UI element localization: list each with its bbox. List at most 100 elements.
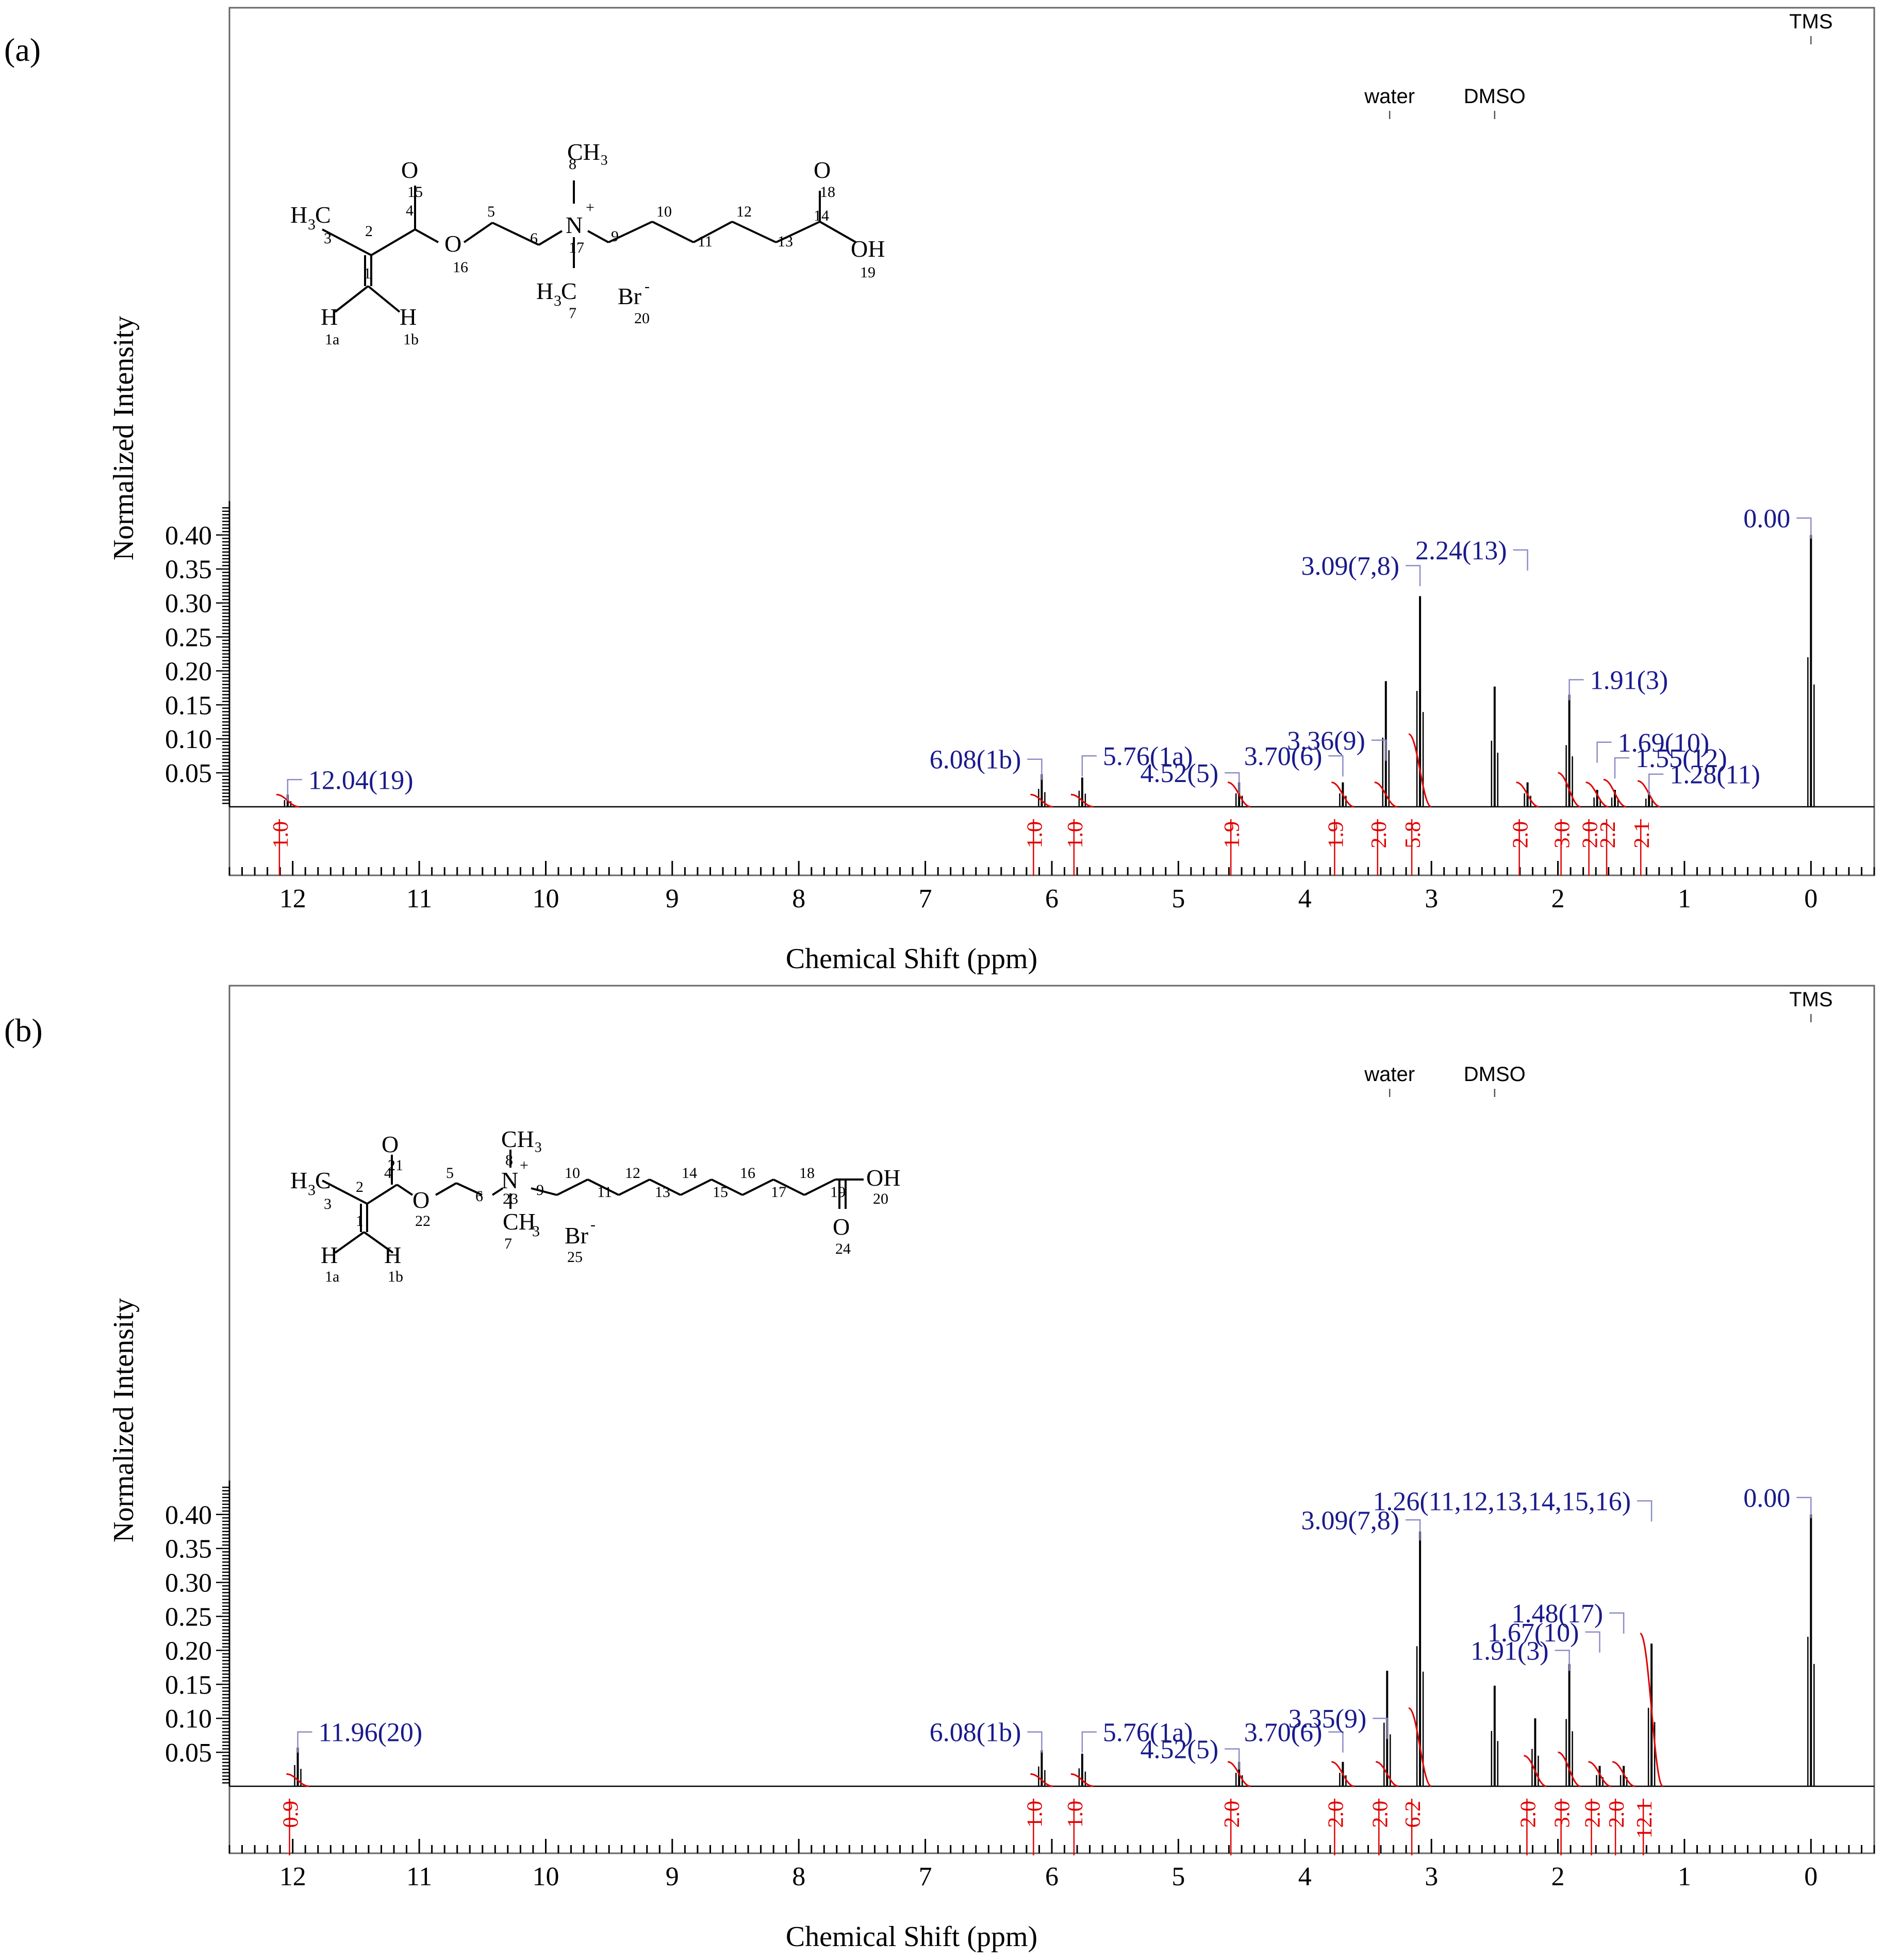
integral-curve [1030, 793, 1053, 808]
integral-value: 2.2 [1596, 821, 1620, 849]
peak-leader-line [1596, 741, 1612, 763]
svg-text:+: + [520, 1157, 528, 1174]
svg-text:3: 3 [554, 292, 561, 309]
peak-leader-line [1796, 517, 1812, 539]
integral-curve [1331, 782, 1355, 808]
svg-text:C: C [561, 278, 577, 304]
integral-value: 1.9 [1324, 821, 1348, 849]
svg-text:21: 21 [388, 1157, 403, 1174]
integral-curve [1523, 1755, 1547, 1787]
svg-text:1b: 1b [403, 331, 419, 348]
svg-text:N: N [566, 212, 583, 238]
integral-value: 2.0 [1509, 821, 1533, 849]
peak-leader-line [1609, 1612, 1625, 1634]
solvent-label: water [1364, 85, 1415, 108]
svg-text:1a: 1a [325, 1268, 339, 1285]
integral-curve [1375, 1761, 1399, 1787]
y-tick-label: 0.30 [165, 1569, 212, 1598]
svg-text:13: 13 [655, 1184, 670, 1201]
svg-text:H: H [290, 202, 307, 228]
y-axis-a: 0.05 0.10 0.15 0.20 0.25 0.30 0.35 0.40 [165, 501, 230, 807]
svg-text:17: 17 [569, 239, 584, 256]
svg-text:11: 11 [698, 233, 713, 250]
svg-text:3: 3 [308, 216, 316, 233]
molecule-structure-a: O 15 4 H 3 C 2 3 O 16 5 6 N + 17 8 CH₃ 9… [290, 139, 885, 348]
peak-leader-line [1406, 564, 1421, 587]
integral-value: 1.0 [1023, 1801, 1047, 1828]
integral-value: 3.0 [1551, 821, 1575, 849]
x-tick-label: 0 [1804, 884, 1818, 913]
peak-leader-line [287, 779, 302, 801]
svg-text:OH: OH [851, 236, 885, 262]
svg-text:1b: 1b [388, 1268, 403, 1285]
integral-value: 2.0 [1220, 1801, 1244, 1828]
svg-text:5: 5 [487, 203, 495, 220]
integral-value: 2.0 [1367, 821, 1391, 849]
svg-text:N: N [501, 1167, 518, 1193]
svg-text:4: 4 [384, 1165, 392, 1182]
x-axis-b: 12 11 10 9 8 7 6 5 4 3 2 1 0 [228, 1839, 1875, 1891]
integral-value: 2.0 [1368, 1801, 1392, 1828]
peak-leader-line [1081, 755, 1097, 777]
svg-text:16: 16 [453, 259, 468, 276]
integral-value: 1.0 [1064, 1801, 1087, 1828]
svg-text:O: O [382, 1131, 399, 1157]
x-tick-label: 8 [792, 1862, 805, 1891]
svg-text:+: + [586, 199, 594, 216]
peak-leader-line [297, 1731, 312, 1753]
svg-text:7: 7 [504, 1235, 512, 1252]
integral-curve [1227, 1761, 1251, 1787]
peak-label: 3.09(7,8) [1301, 1506, 1399, 1535]
integral-curve [1227, 782, 1251, 808]
peak-label: 6.08(1b) [930, 1718, 1021, 1748]
peak-leader-line [1081, 1731, 1097, 1753]
y-tick-label: 0.05 [165, 1738, 212, 1768]
solvent-label: DMSO [1464, 85, 1526, 108]
molecule-structure-b: O 21 4 H 3 C 2 3 O 22 5 6 N + 23 8 CH₃ 9… [290, 1126, 900, 1285]
solvent-label: water [1364, 1063, 1415, 1086]
svg-text:CH₃: CH₃ [567, 139, 608, 165]
peak-leader-line [1648, 773, 1664, 795]
y-tick-label: 0.20 [165, 657, 212, 686]
x-tick-label: 1 [1678, 884, 1691, 913]
svg-text:3: 3 [324, 1195, 332, 1212]
svg-text:9: 9 [611, 228, 619, 245]
peak-label: 12.04(19) [308, 766, 414, 795]
integral-curve [1603, 778, 1627, 808]
peak-label: 1.67(10) [1488, 1618, 1579, 1648]
y-tick-label: 0.40 [165, 521, 212, 551]
svg-text:15: 15 [713, 1184, 728, 1201]
panel-b: (b) 0.050.100.150.200.250.300.350.40 12 1… [4, 985, 1875, 1953]
svg-text:H: H [384, 1242, 401, 1268]
y-tick-label: 0.15 [165, 691, 212, 720]
svg-text:Br: Br [618, 283, 641, 309]
peak-leader-line [1796, 1497, 1812, 1518]
integral-curve [1070, 1773, 1094, 1787]
svg-text:1: 1 [364, 265, 371, 282]
y-axis-title-a: Normalized Intensity [108, 316, 140, 560]
peak-leader-line [1373, 1717, 1388, 1739]
integral-curve [1585, 782, 1609, 808]
svg-text:24: 24 [835, 1240, 851, 1257]
x-tick-label: 12 [279, 1862, 306, 1891]
x-tick-label: 3 [1425, 884, 1438, 913]
integrals-b: 0.9 1.0 1.0 2.0 2.0 2.0 6.2 2.0 3.0 2.0 2.0 12.1 [279, 1633, 1664, 1855]
peak-label: 3.70(6) [1244, 1718, 1323, 1748]
peak-label: 3.70(6) [1244, 742, 1323, 771]
peak-leader-line [1371, 739, 1387, 761]
x-tick-label: 5 [1171, 884, 1185, 913]
peak-label: 3.35(9) [1289, 1704, 1367, 1734]
peak-leader-line [1513, 549, 1528, 571]
svg-text:CH₃: CH₃ [501, 1126, 542, 1152]
integral-value: 2.0 [1516, 1801, 1540, 1828]
x-axis-a: 12 11 10 9 8 7 6 5 4 3 2 1 0 [228, 861, 1875, 913]
solvent-label: TMS [1789, 10, 1832, 33]
integral-value: 1.9 [1220, 821, 1244, 849]
peak-leader-line [1637, 1500, 1653, 1522]
integral-value: 1.0 [269, 821, 293, 849]
x-tick-label: 10 [533, 1862, 559, 1891]
integral-value: 6.2 [1401, 1801, 1425, 1828]
integral-curve [1588, 1761, 1611, 1787]
y-tick-label: 0.30 [165, 589, 212, 619]
